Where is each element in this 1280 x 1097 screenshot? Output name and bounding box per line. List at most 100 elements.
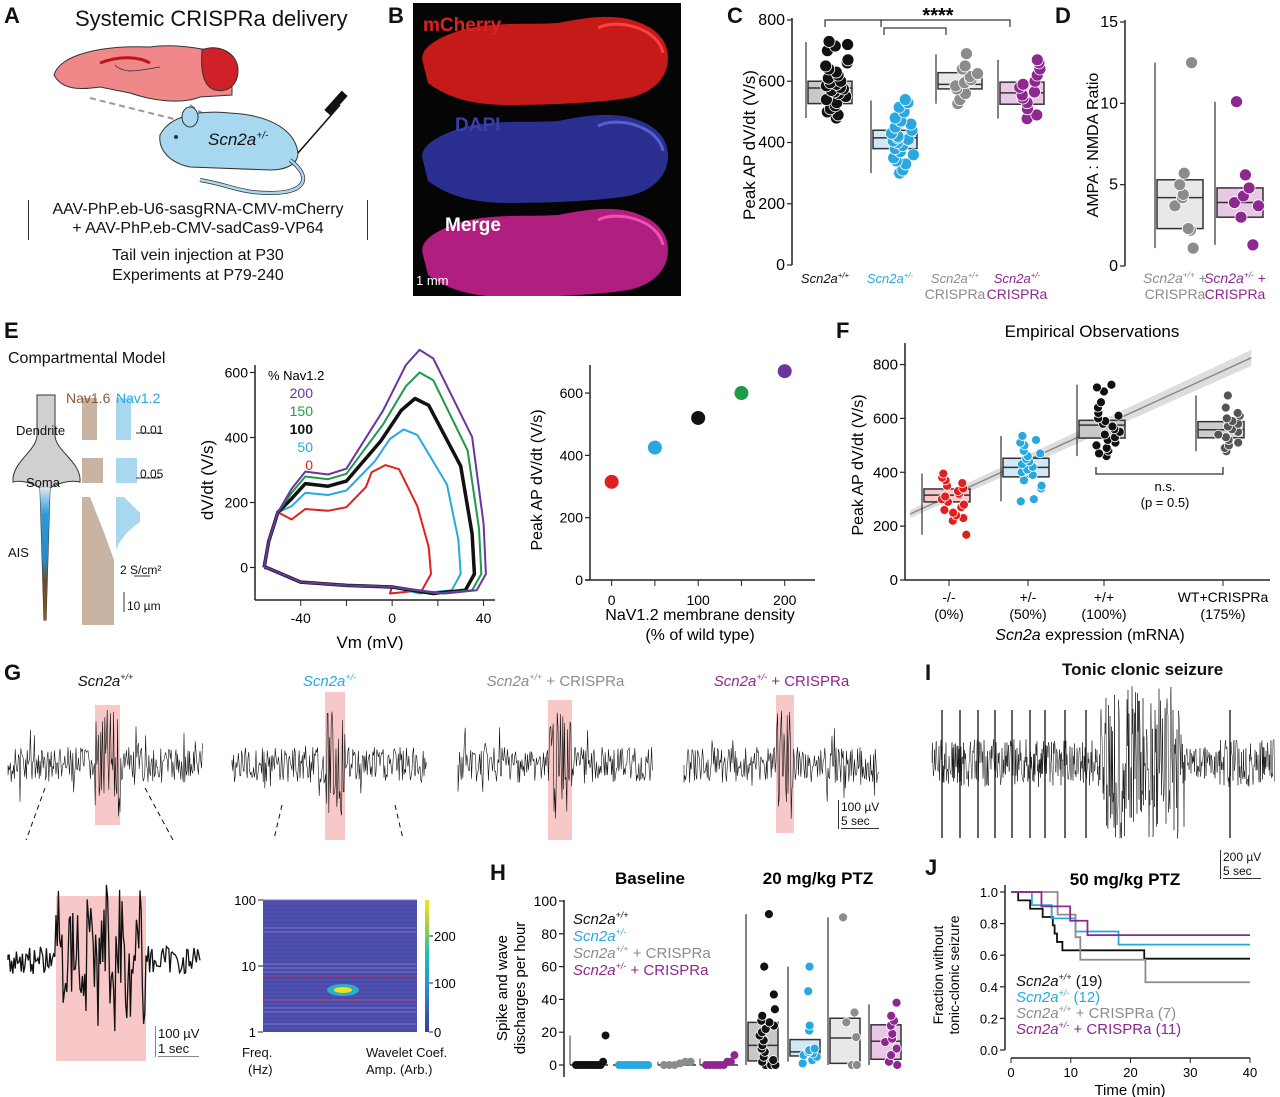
- data-point: [1017, 431, 1028, 441]
- y-tick-label: 1.0: [980, 885, 998, 900]
- panel-a-illustration: [53, 45, 348, 196]
- x-tick-sublabel: (0%): [934, 606, 964, 622]
- x-tick-sublabel: (50%): [1009, 606, 1046, 622]
- data-point: [940, 491, 951, 502]
- data-point: [759, 961, 770, 972]
- y-tick-label: 60: [541, 959, 557, 975]
- panel-label-g: G: [4, 660, 22, 685]
- genotype-label: Scn2a+/- + CRISPRa (11): [1016, 1020, 1181, 1038]
- data-point: [1221, 413, 1232, 424]
- density-scale-ais: 2 S/cm²: [120, 563, 162, 577]
- y-tick-label: 200: [873, 518, 898, 535]
- data-point: [1173, 178, 1187, 192]
- genotype-label: Scn2a+/+ +: [1143, 269, 1207, 286]
- data-point: [1168, 199, 1182, 213]
- data-point: [819, 59, 833, 73]
- data-point: [803, 986, 814, 997]
- x-tick-label: WT+CRISPRa: [1178, 589, 1269, 605]
- mouse-genotype-label: Scn2a+/-: [208, 130, 268, 150]
- data-point: [948, 507, 959, 518]
- data-point: [841, 38, 855, 51]
- nav16-dendrite-bar: [82, 398, 97, 440]
- data-point: [1106, 379, 1117, 390]
- genotype-label: Scn2a+/- + CRISPRa: [714, 672, 850, 690]
- nav12-dendrite-bar: [116, 398, 131, 440]
- y-tick-label: 0.4: [980, 980, 998, 995]
- data-point: [1096, 397, 1106, 408]
- data-point: [1213, 429, 1224, 440]
- dendrite-label: Dendrite: [16, 423, 66, 438]
- panel-label-f: F: [836, 318, 850, 343]
- y-tick-label: 0: [549, 1057, 557, 1073]
- genotype-label: Scn2a+/+ + CRISPRa: [487, 672, 625, 690]
- g-scale-bar: 100 µV 5 sec: [838, 800, 880, 829]
- data-point: [838, 912, 848, 923]
- x-axis-label: Scn2a expression (mRNA): [995, 627, 1184, 644]
- panel-label-h: H: [490, 860, 506, 885]
- data-point: [887, 1028, 898, 1039]
- neuron-model-diagram: [12, 394, 160, 625]
- mouse-icon: [159, 106, 306, 196]
- data-point: [960, 47, 973, 61]
- data-point: [1185, 56, 1199, 70]
- data-point: [886, 1050, 896, 1061]
- group-title-ptz: 20 mg/kg PTZ: [763, 869, 874, 888]
- category-line2: CRISPRa: [987, 286, 1048, 302]
- scatter-point: [691, 410, 706, 425]
- chart-c: 0 200 400 600 800 Peak AP dV/dt (V/s) Scn2a+/+…: [740, 5, 1048, 302]
- seizure-trace: [931, 686, 1275, 839]
- injection-text: Tail vein injection at P30: [112, 247, 284, 264]
- data-point: [1107, 421, 1118, 432]
- data-point: [768, 1055, 779, 1065]
- data-point: [601, 1031, 610, 1040]
- syringe-icon: [297, 90, 348, 154]
- genotype-label: Scn2a+/+ + CRISPRa: [573, 944, 711, 962]
- soma-label: Soma: [26, 475, 60, 490]
- data-point: [764, 1017, 775, 1028]
- data-point: [1091, 440, 1102, 451]
- x-tick-sublabel: (175%): [1200, 606, 1245, 622]
- spectrogram-ylabel-1: Freq.: [242, 1045, 273, 1060]
- data-point: [1028, 494, 1039, 505]
- chart-e-density-scatter: 0 200 400 600 0 100 200 Peak AP dV/dt (V/s) NaV1…: [529, 364, 815, 644]
- data-point: [1092, 382, 1102, 393]
- data-point: [841, 53, 855, 67]
- legend-entry: 100: [290, 421, 314, 437]
- legend-entry: 50: [297, 439, 313, 455]
- y-axis-label: AMPA : NMDA Ratio: [1085, 73, 1102, 218]
- data-point: [1232, 408, 1243, 418]
- y-tick-label: 0.6: [980, 948, 998, 963]
- colorbar-tick-label: 200: [434, 929, 456, 944]
- i-scale-voltage: 200 µV: [1223, 850, 1262, 864]
- x-tick-sublabel: (100%): [1081, 606, 1126, 622]
- data-point: [726, 1057, 735, 1066]
- y-tick-label: 400: [873, 464, 898, 481]
- eeg-trace: [7, 709, 203, 817]
- data-point: [1230, 95, 1243, 109]
- zoom-scale-time: 1 sec: [158, 1041, 200, 1057]
- data-point: [1239, 168, 1252, 182]
- g-scale-voltage: 100 µV: [841, 800, 880, 814]
- category-line2: CRISPRa: [925, 286, 986, 302]
- brain-icon: [53, 45, 239, 102]
- histology-svg: [422, 16, 668, 297]
- data-point: [1177, 166, 1191, 180]
- y-tick-label: 800: [873, 357, 898, 374]
- data-point: [686, 1057, 695, 1066]
- y-tick-label: 600: [758, 73, 785, 90]
- y-axis-label-2: tonic-clonic seizure: [946, 915, 962, 1034]
- colorbar-tick-label: 0: [434, 1025, 441, 1040]
- panel-a-title: Systemic CRISPRa delivery: [75, 6, 348, 31]
- data-point: [1099, 429, 1110, 440]
- y-tick-label: 0: [240, 560, 248, 576]
- survival-curve: [1011, 891, 1250, 960]
- panel-label-i: I: [925, 660, 932, 685]
- data-point: [804, 961, 815, 972]
- y-tick-label: 200: [560, 510, 584, 526]
- panel-label-a: A: [4, 3, 20, 28]
- genotype-label: Scn2a+/+: [931, 271, 980, 286]
- nav16-label: Nav1.6: [66, 390, 111, 406]
- y-tick-label: 0: [776, 257, 785, 274]
- zoomed-eeg-trace: [7, 884, 201, 1032]
- data-point: [1016, 77, 1030, 91]
